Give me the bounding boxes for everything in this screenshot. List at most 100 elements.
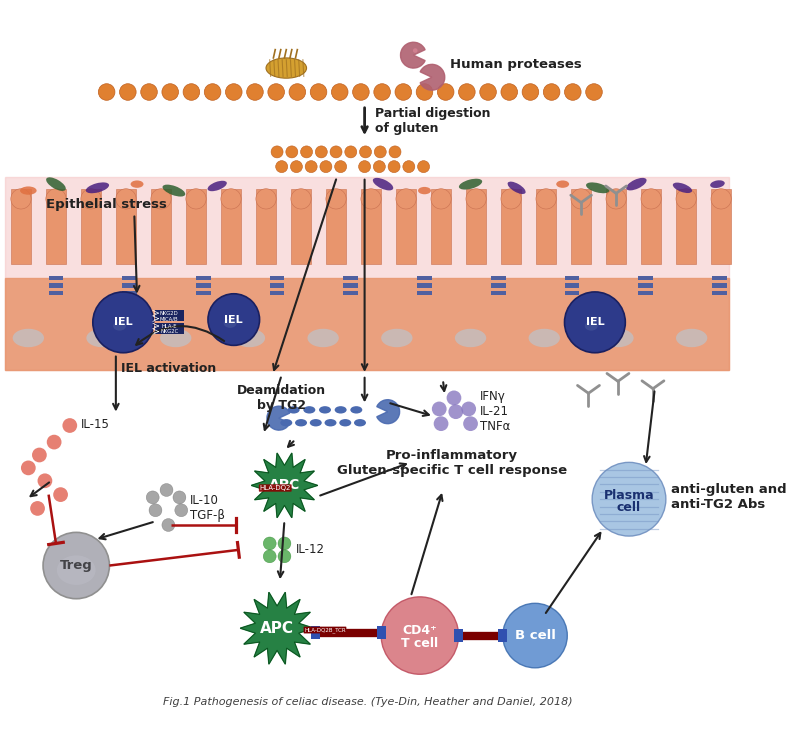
Circle shape	[247, 84, 263, 100]
Ellipse shape	[676, 329, 708, 347]
Bar	[564, 283, 579, 288]
Bar	[6, 278, 729, 370]
Ellipse shape	[116, 189, 136, 209]
Bar	[417, 283, 432, 288]
Circle shape	[432, 401, 447, 416]
Bar	[536, 189, 556, 264]
Ellipse shape	[641, 189, 661, 209]
Bar	[641, 189, 661, 264]
Circle shape	[418, 160, 430, 172]
Bar	[256, 189, 276, 264]
Bar	[220, 189, 241, 264]
Circle shape	[62, 419, 77, 433]
Circle shape	[480, 84, 497, 100]
Ellipse shape	[319, 406, 331, 413]
Ellipse shape	[81, 189, 101, 209]
Text: Treg: Treg	[60, 559, 92, 572]
Circle shape	[99, 84, 115, 100]
Circle shape	[183, 84, 200, 100]
Bar	[676, 189, 696, 264]
Circle shape	[146, 491, 159, 504]
Wedge shape	[420, 64, 445, 90]
Circle shape	[330, 146, 342, 158]
Circle shape	[315, 146, 327, 158]
Text: APC: APC	[260, 621, 294, 636]
Bar	[270, 276, 284, 280]
Bar	[154, 323, 184, 329]
Circle shape	[305, 160, 317, 172]
Ellipse shape	[350, 406, 362, 413]
Circle shape	[21, 460, 36, 475]
Circle shape	[381, 597, 458, 674]
Text: T cell: T cell	[401, 637, 439, 651]
Text: IEL: IEL	[224, 315, 243, 325]
Polygon shape	[252, 453, 318, 518]
Circle shape	[149, 504, 162, 517]
Circle shape	[592, 463, 666, 536]
Ellipse shape	[339, 419, 351, 427]
Circle shape	[30, 501, 45, 515]
Text: HLA-DQ2: HLA-DQ2	[259, 485, 291, 491]
Bar	[638, 283, 653, 288]
Bar	[466, 189, 486, 264]
Ellipse shape	[160, 329, 191, 347]
Circle shape	[205, 84, 220, 100]
Circle shape	[37, 474, 53, 488]
Ellipse shape	[459, 179, 482, 189]
Bar	[196, 290, 211, 295]
Ellipse shape	[536, 189, 556, 209]
Text: HLA-E: HLA-E	[162, 324, 177, 328]
Bar	[501, 189, 521, 264]
Ellipse shape	[529, 329, 560, 347]
Text: APC: APC	[269, 478, 300, 492]
Bar	[116, 189, 136, 264]
Bar	[311, 627, 320, 639]
Ellipse shape	[711, 189, 732, 209]
Bar	[396, 189, 416, 264]
Circle shape	[162, 84, 178, 100]
Ellipse shape	[673, 183, 692, 193]
Circle shape	[345, 146, 357, 158]
Text: HLA-DQ2B_TCR: HLA-DQ2B_TCR	[304, 627, 345, 633]
Text: IL-15: IL-15	[81, 419, 110, 431]
Ellipse shape	[676, 189, 696, 209]
Bar	[123, 283, 137, 288]
Circle shape	[263, 550, 276, 562]
Circle shape	[291, 160, 302, 172]
Circle shape	[522, 84, 539, 100]
Ellipse shape	[556, 181, 569, 188]
Bar	[81, 189, 101, 264]
Ellipse shape	[57, 556, 96, 585]
Ellipse shape	[291, 189, 311, 209]
Ellipse shape	[326, 189, 346, 209]
Text: Epithelial stress: Epithelial stress	[46, 198, 167, 211]
Text: IEL activation: IEL activation	[121, 362, 216, 375]
Circle shape	[437, 84, 454, 100]
Bar	[491, 283, 505, 288]
Circle shape	[278, 550, 291, 562]
Bar	[196, 283, 211, 288]
Bar	[606, 189, 626, 264]
Ellipse shape	[381, 329, 412, 347]
Circle shape	[43, 533, 109, 599]
Ellipse shape	[508, 181, 525, 194]
Ellipse shape	[11, 189, 31, 209]
Ellipse shape	[46, 178, 66, 191]
Circle shape	[93, 292, 154, 353]
Bar	[186, 189, 206, 264]
Bar	[361, 189, 381, 264]
Circle shape	[173, 491, 186, 504]
Bar	[154, 316, 184, 322]
Bar	[498, 629, 507, 642]
Ellipse shape	[361, 189, 381, 209]
Text: cell: cell	[617, 501, 641, 514]
Ellipse shape	[606, 189, 626, 209]
Bar	[46, 189, 66, 264]
Circle shape	[331, 84, 348, 100]
Text: IEL: IEL	[586, 317, 604, 327]
Ellipse shape	[373, 178, 393, 190]
Ellipse shape	[131, 181, 143, 188]
Ellipse shape	[151, 189, 171, 209]
Circle shape	[374, 146, 386, 158]
Circle shape	[286, 146, 298, 158]
